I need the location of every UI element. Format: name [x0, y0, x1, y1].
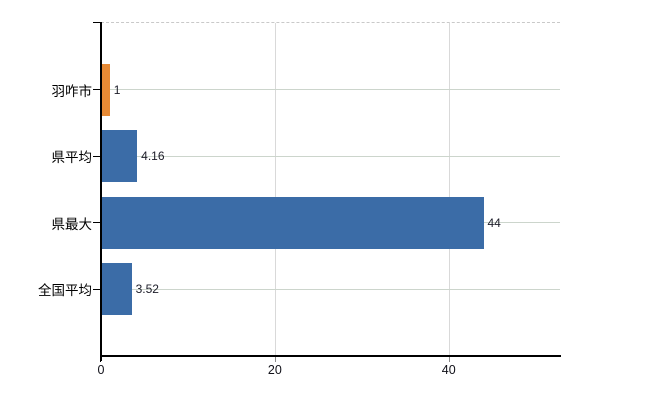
category-tick [93, 222, 101, 224]
axis-top-tick [93, 22, 101, 23]
x-axis-tick [274, 357, 276, 362]
category-gridline [101, 288, 560, 290]
x-tick-label: 20 [267, 363, 282, 377]
bar-3 [101, 196, 484, 249]
category-tick [93, 155, 101, 157]
category-label: 県最大 [51, 216, 93, 232]
value-label: 3.52 [135, 282, 159, 297]
value-label: 1 [113, 82, 121, 97]
x-gridline [274, 23, 276, 356]
value-label: 44 [487, 215, 501, 230]
x-axis-tick [100, 357, 101, 362]
bar-1 [101, 63, 110, 116]
x-tick-label: 40 [441, 363, 456, 377]
plot-area: 0 20 40 羽咋市 1 県平均 4.16 県最大 44 全国平均 3.52 [38, 22, 561, 377]
bar-2 [101, 130, 138, 183]
x-axis-tick [448, 357, 450, 362]
x-gridline [448, 23, 450, 356]
value-label: 4.16 [141, 149, 165, 164]
category-gridline [101, 155, 560, 157]
category-label: 全国平均 [38, 283, 92, 299]
category-label: 県平均 [51, 150, 93, 166]
x-axis-line [99, 355, 561, 357]
category-label: 羽咋市 [51, 83, 93, 99]
bar-4 [101, 263, 132, 316]
x-tick-label: 0 [97, 363, 105, 377]
category-tick [93, 288, 101, 290]
category-tick [93, 89, 101, 91]
category-gridline [101, 89, 560, 91]
y-axis-line [100, 22, 102, 361]
